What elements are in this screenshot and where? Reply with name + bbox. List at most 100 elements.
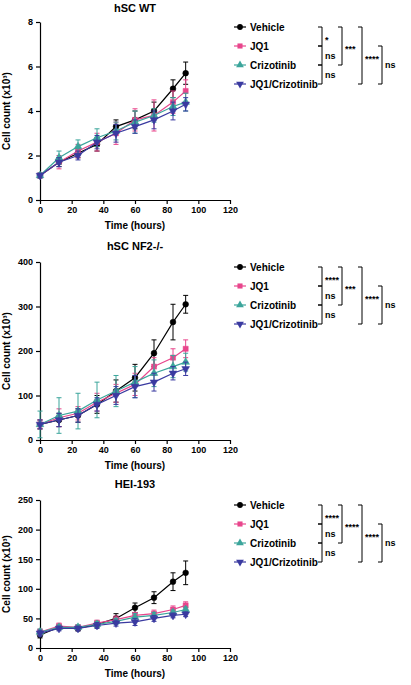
legend-marker [236,61,244,68]
x-axis-title: Time (hours) [105,220,165,231]
marker [74,413,82,420]
marker [151,350,157,356]
significance-label: ns [325,310,336,320]
y-tick-mark [36,618,40,619]
x-tick: 120 [223,440,238,455]
figure: hSC WT02040608010012002468Time (hours)Ce… [0,0,411,685]
x-tick: 60 [130,200,140,215]
chart-title: hSC WT [114,2,156,14]
significance: ************nsnsns [318,505,396,562]
marker [183,70,189,76]
marker [182,612,190,619]
legend-marker [236,322,244,329]
significance-bracket [378,46,382,84]
series [37,602,188,635]
x-tick-mark [135,200,136,204]
x-tick: 0 [38,200,43,215]
marker [112,131,120,138]
series-line [40,614,186,633]
y-tick-label: 100 [18,584,33,594]
x-tick-label: 120 [223,445,238,455]
marker [150,118,158,125]
x-tick-label: 120 [223,653,238,663]
x-tick-label: 40 [99,445,109,455]
marker [55,160,63,167]
x-tick-label: 80 [162,205,172,215]
x-tick-label: 80 [162,445,172,455]
legend-label: JQ1 [250,281,269,292]
significance-label: **** [345,522,360,532]
x-tick-label: 20 [67,653,77,663]
series-line [40,349,186,425]
legend: VehicleJQ1CrizotinibJQ1/Crizotinib [234,262,318,330]
marker [182,367,190,374]
legend: VehicleJQ1CrizotinibJQ1/Crizotinib [234,22,318,90]
x-tick: 120 [223,648,238,663]
significance-label: ns [325,51,336,61]
series [36,362,189,429]
y-tick-mark [36,500,40,501]
y-tick-mark [36,22,40,23]
legend-marker [237,264,243,270]
legend-item: Vehicle [234,262,285,273]
x-tick-mark [167,648,168,652]
y-tick-label: 8 [28,17,33,27]
series [37,340,188,429]
x-tick-mark [167,440,168,444]
legend-item: JQ1 [234,281,269,292]
series [37,80,188,178]
significance-label: ns [325,529,336,539]
marker [36,422,44,429]
y-tick-mark [36,111,40,112]
significance-label: ns [385,60,396,70]
significance-bracket [338,505,342,543]
marker [36,631,44,638]
x-tick-mark [167,200,168,204]
series [36,612,189,638]
y-tick-label: 100 [18,391,33,401]
y-tick-label: 150 [18,555,33,565]
marker [36,173,44,180]
x-tick: 40 [99,440,109,455]
legend-marker [236,301,244,308]
plot-area [36,295,189,437]
legend-label: Crizotinib [250,60,296,71]
x-tick-label: 20 [67,445,77,455]
significance-bracket [318,286,322,305]
panel: HEI-193020406080100120050100150200250Tim… [1,478,396,679]
significance-bracket [338,27,342,65]
significance-bracket [318,524,322,543]
x-tick: 100 [191,440,206,455]
significance-label: ns [385,300,396,310]
marker [183,346,188,351]
x-tick-label: 100 [191,653,206,663]
x-tick: 0 [38,440,43,455]
y-tick-label: 400 [18,257,33,267]
significance-label: **** [365,532,380,542]
x-tick-mark [230,200,231,204]
panel: hSC NF2-/-0204060801001200100200300400Ti… [1,240,396,471]
significance-bracket [378,524,382,562]
y-tick: 200 [18,346,40,356]
legend-label: JQ1/Crizotinib [250,557,318,568]
significance-label: **** [325,275,340,285]
y-tick-mark [36,440,40,441]
x-tick-label: 120 [223,205,238,215]
legend-marker [237,521,242,526]
x-tick-label: 100 [191,205,206,215]
series-line [40,102,186,175]
panel: hSC WT02040608010012002468Time (hours)Ce… [1,2,396,231]
y-tick-mark [36,648,40,649]
legend-label: JQ1 [250,41,269,52]
significance-label: *** [345,284,356,294]
series [37,561,188,638]
x-tick-mark [198,440,199,444]
legend-item: Vehicle [234,500,285,511]
x-axis-title: Time (hours) [105,668,165,679]
y-tick: 400 [18,257,40,267]
significance-bracket [358,27,362,84]
x-tick-label: 20 [67,205,77,215]
x-tick-mark [72,648,73,652]
legend-marker [237,283,242,288]
x-tick: 20 [67,200,77,215]
